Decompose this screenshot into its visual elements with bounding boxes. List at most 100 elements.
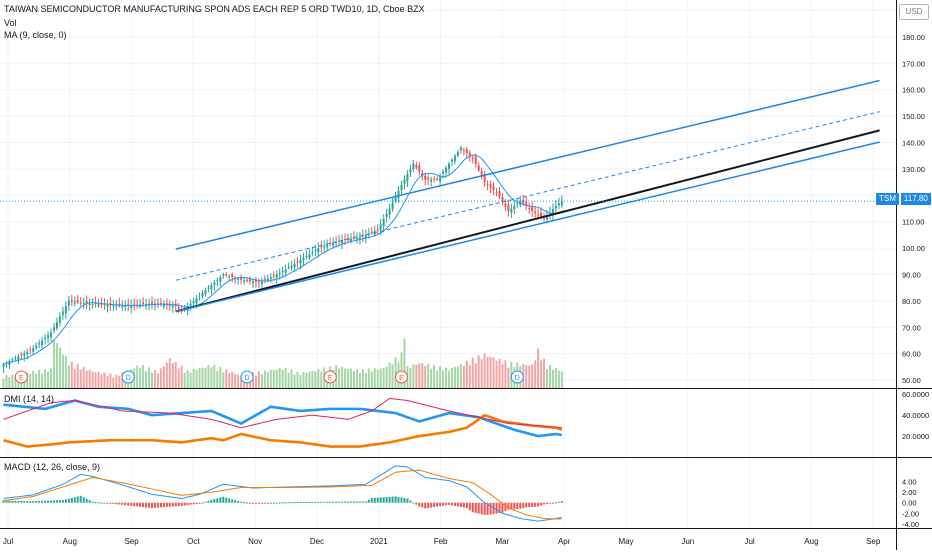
- y-tick-label: 110.00: [902, 218, 924, 227]
- candle: [14, 357, 17, 360]
- volume-bar: [64, 356, 67, 388]
- macd-histogram-bar: [546, 502, 549, 504]
- macd-histogram-bar: [412, 502, 415, 504]
- macd-histogram-bar: [540, 502, 543, 506]
- macd-histogram-bar: [453, 502, 456, 506]
- volume-bar: [35, 374, 38, 388]
- macd-histogram-bar: [151, 502, 153, 508]
- volume-bar: [151, 372, 153, 388]
- macd-histogram-bar: [180, 502, 183, 506]
- candle: [468, 152, 471, 156]
- volume-bar: [112, 377, 115, 388]
- candle: [450, 159, 453, 162]
- x-tick-label: Oct: [187, 537, 200, 546]
- macd-histogram-bar: [145, 502, 148, 508]
- volume-bar: [263, 370, 266, 388]
- volume-bar: [55, 343, 58, 388]
- candle: [504, 203, 507, 207]
- candle: [44, 337, 47, 339]
- volume-bar: [391, 364, 394, 388]
- macd-histogram-bar: [133, 502, 136, 507]
- event-marker[interactable]: [394, 370, 408, 384]
- event-marker[interactable]: [510, 370, 524, 384]
- macd-histogram-bar: [44, 500, 47, 503]
- event-marker[interactable]: [323, 370, 337, 384]
- event-marker[interactable]: [121, 370, 135, 384]
- candle: [61, 311, 64, 315]
- candle: [58, 316, 61, 323]
- macd-histogram-bar: [204, 501, 207, 503]
- volume-bar: [174, 361, 177, 388]
- candle: [537, 214, 540, 216]
- candle: [364, 234, 367, 239]
- trend-line-support-black[interactable]: [175, 129, 880, 313]
- event-marker[interactable]: [240, 370, 254, 384]
- macd-histogram-bar: [174, 502, 177, 507]
- last-price-value: 117.80: [900, 193, 931, 205]
- macd-histogram-bar: [323, 501, 326, 503]
- currency-badge[interactable]: USD: [899, 4, 929, 20]
- macd-histogram-bar: [427, 502, 430, 508]
- macd-histogram-bar: [551, 502, 554, 504]
- macd-histogram-bar: [537, 502, 540, 507]
- volume-bar: [525, 364, 528, 388]
- candle: [332, 243, 335, 246]
- macd-histogram-bar: [254, 502, 257, 504]
- volume-bar: [183, 372, 186, 388]
- trend-line-channel-lower[interactable]: [175, 141, 880, 313]
- macd-histogram-bar: [516, 502, 519, 509]
- volume-bar: [344, 368, 347, 388]
- volume-bar: [492, 357, 495, 388]
- candle: [251, 281, 254, 284]
- macd-histogram-bar: [465, 502, 468, 508]
- volume-bar: [433, 364, 436, 388]
- macd-histogram-bar: [507, 502, 510, 510]
- macd-histogram-bar: [231, 499, 234, 503]
- volume-bar: [373, 368, 376, 388]
- volume-bar: [219, 366, 222, 388]
- macd-histogram-bar: [207, 500, 210, 503]
- y-tick-label: 160.00: [902, 86, 925, 95]
- volume-bar: [269, 369, 272, 388]
- volume-bar: [352, 370, 355, 388]
- macd-histogram-bar: [251, 502, 254, 504]
- volume-bar: [153, 370, 156, 388]
- candle: [228, 276, 231, 278]
- y-tick-label: 90.00: [902, 271, 921, 280]
- macd-histogram-bar: [64, 499, 67, 503]
- volume-bar: [293, 374, 296, 388]
- trend-line-channel-mid[interactable]: [175, 111, 880, 281]
- volume-bar: [97, 372, 100, 388]
- candle: [148, 303, 151, 305]
- dmi-legend: DMI (14, 14): [4, 394, 55, 404]
- candle: [477, 165, 480, 171]
- macd-histogram-bar: [79, 495, 82, 503]
- volume-bar: [421, 363, 424, 388]
- candle: [177, 307, 180, 309]
- macd-histogram-bar: [284, 502, 287, 504]
- volume-bar: [284, 367, 287, 388]
- x-tick-label: Jun: [681, 537, 694, 546]
- macd-histogram-bar: [109, 502, 112, 504]
- candle: [394, 196, 397, 201]
- macd-histogram-bar: [445, 502, 448, 506]
- dmi-y-tick-label: 60.0000: [902, 390, 929, 399]
- macd-histogram-bar: [528, 502, 531, 508]
- candle: [560, 201, 563, 206]
- volume-bar: [560, 371, 563, 388]
- macd-histogram-bar: [358, 501, 361, 503]
- candle: [516, 203, 519, 205]
- volume-bar: [498, 358, 501, 388]
- macd-histogram-bar: [373, 497, 376, 503]
- event-marker[interactable]: [14, 370, 28, 384]
- candle: [361, 235, 364, 237]
- macd-histogram-bar: [560, 501, 563, 503]
- candle: [207, 287, 210, 289]
- volume-bar: [442, 370, 445, 388]
- volume-bar: [388, 362, 391, 388]
- candle: [421, 172, 424, 176]
- macd-histogram-bar: [35, 501, 38, 503]
- macd-histogram-bar: [406, 498, 409, 503]
- trend-line-channel-upper[interactable]: [175, 79, 880, 250]
